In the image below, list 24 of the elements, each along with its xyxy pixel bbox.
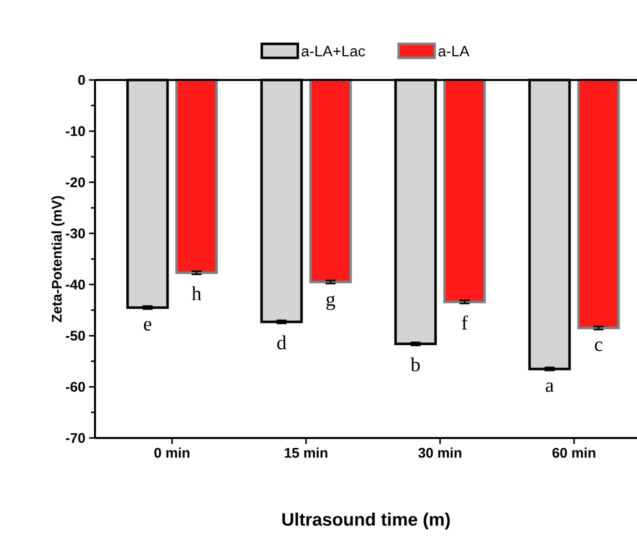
x-tick-label: 60 min (552, 448, 596, 458)
y-tick-label: -30 (66, 228, 85, 238)
annotation: a (546, 382, 554, 392)
y-tick-label: -50 (66, 330, 85, 341)
annotation: d (277, 335, 286, 350)
y-tick-label: -70 (66, 433, 85, 443)
annotation: b (410, 357, 420, 372)
y-tick-label: -10 (66, 126, 85, 136)
x-tick-label: 15 min (284, 448, 328, 458)
y-tick-label: -40 (66, 280, 85, 290)
annotation: h (192, 286, 202, 300)
legend-label: a-LA (438, 46, 470, 56)
y-tick-label: -20 (66, 177, 85, 188)
x-tick-label: 0 min (154, 448, 190, 458)
y-tick-label: 0 (78, 75, 85, 85)
x-tick-label: 30 min (418, 448, 462, 458)
y-tick-label: -60 (66, 382, 85, 392)
annotation: f (462, 315, 468, 330)
annotation: c (594, 342, 602, 352)
annotation: e (144, 321, 152, 331)
annotation: g (326, 296, 336, 310)
legend-label: a-LA+Lac (302, 46, 366, 56)
y-axis-title: Zeta-Potential (mV) (51, 196, 64, 322)
x-axis-title: Ultrasound time (m) (282, 512, 450, 530)
